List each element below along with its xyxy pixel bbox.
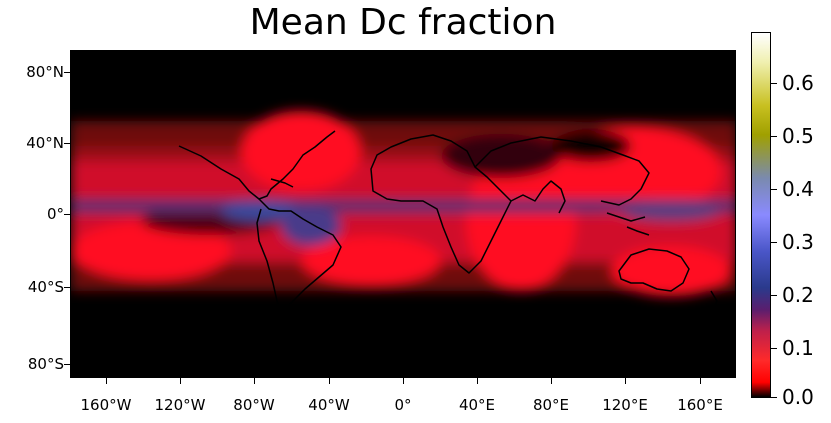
colorbar-tick-label: 0.0 (782, 385, 814, 409)
colorbar-tick-mark (771, 189, 777, 190)
colorbar-tick-label: 0.3 (782, 230, 814, 254)
x-tick-mark (329, 378, 330, 384)
colorbar-tick-mark (771, 397, 777, 398)
x-tick-label: 40°E (458, 396, 496, 414)
y-tick-mark (64, 364, 70, 365)
colorbar (751, 32, 771, 398)
x-tick-mark (477, 378, 478, 384)
y-tick-label: 80°N (26, 63, 64, 81)
colorbar-tick-label: 0.6 (782, 71, 814, 95)
x-tick-label: 80°E (532, 396, 570, 414)
colorbar-tick-mark (771, 348, 777, 349)
colorbar-tick-mark (771, 295, 777, 296)
x-tick-label: 80°W (233, 396, 275, 414)
y-tick-mark (64, 143, 70, 144)
map-title: Mean Dc fraction (249, 2, 557, 43)
x-tick-label: 160°E (677, 396, 723, 414)
y-tick-label: 0° (46, 205, 64, 223)
x-tick-mark (106, 378, 107, 384)
map-field (71, 51, 735, 377)
x-tick-mark (180, 378, 181, 384)
x-tick-label: 40°W (308, 396, 350, 414)
colorbar-tick-mark (771, 136, 777, 137)
y-tick-label: 80°S (27, 355, 64, 373)
x-tick-label: 0° (394, 396, 412, 414)
x-tick-mark (403, 378, 404, 384)
x-tick-mark (700, 378, 701, 384)
y-tick-label: 40°S (27, 278, 64, 296)
colorbar-tick-mark (771, 83, 777, 84)
x-tick-label: 160°W (80, 396, 132, 414)
y-tick-mark (64, 214, 70, 215)
colorbar-tick-label: 0.5 (782, 124, 814, 148)
x-tick-label: 120°W (154, 396, 206, 414)
colorbar-tick-label: 0.4 (782, 177, 814, 201)
y-tick-mark (64, 72, 70, 73)
colorbar-tick-label: 0.1 (782, 336, 814, 360)
x-tick-mark (625, 378, 626, 384)
x-tick-mark (551, 378, 552, 384)
colorbar-tick-label: 0.2 (782, 283, 814, 307)
y-tick-label: 40°N (26, 134, 64, 152)
map-panel[interactable] (70, 50, 736, 378)
x-tick-mark (254, 378, 255, 384)
x-tick-label: 120°E (602, 396, 648, 414)
colorbar-tick-mark (771, 242, 777, 243)
y-tick-mark (64, 287, 70, 288)
